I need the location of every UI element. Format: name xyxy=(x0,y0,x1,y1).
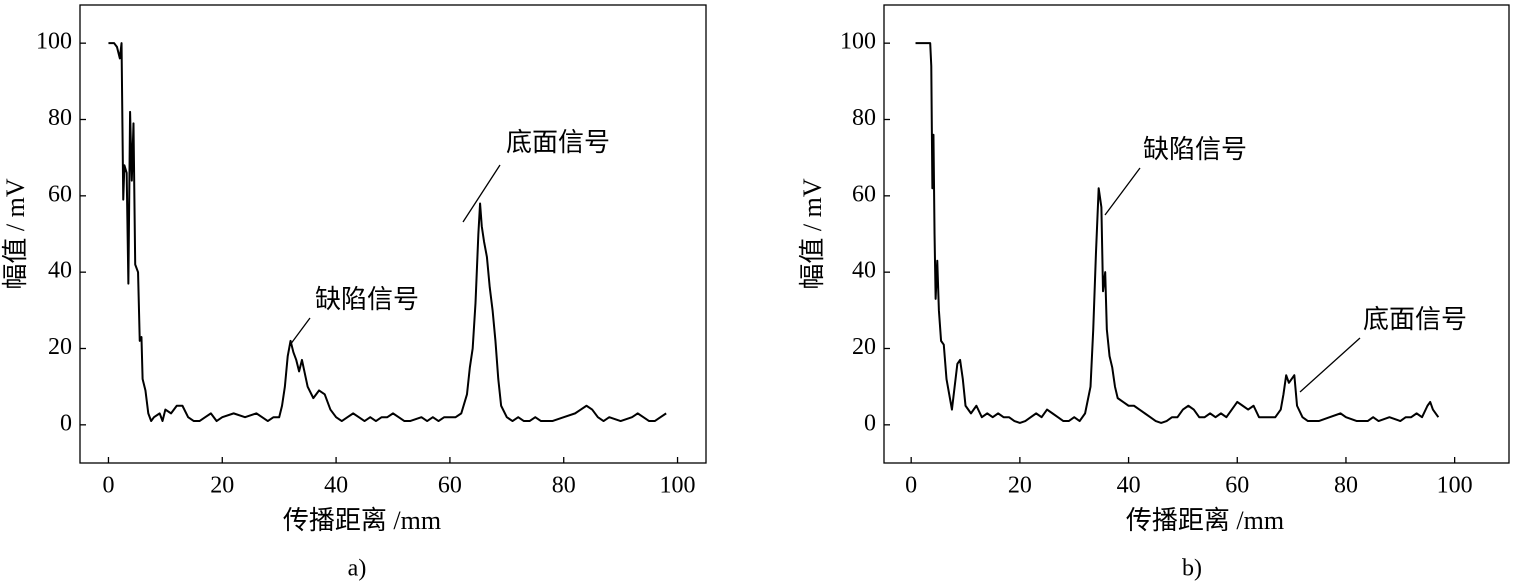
y-tick-label: 100 xyxy=(840,29,876,55)
x-tick-label: 80 xyxy=(552,473,576,499)
y-tick-label: 80 xyxy=(852,105,876,131)
x-tick-label: 40 xyxy=(1117,473,1141,499)
y-tick-label: 0 xyxy=(864,410,876,436)
x-tick-label: 20 xyxy=(1008,473,1032,499)
y-tick-label: 40 xyxy=(852,258,876,284)
plot-frame xyxy=(79,4,707,464)
data-line xyxy=(108,42,667,423)
annotation-leader xyxy=(289,317,311,346)
annotation-leader xyxy=(1299,337,1361,393)
x-tick-label: 60 xyxy=(1225,473,1249,499)
x-tick-label: 0 xyxy=(905,473,917,499)
y-axis-label: 幅值 / mV xyxy=(798,178,827,289)
x-tick-label: 100 xyxy=(660,473,696,499)
annotation: 缺陷信号 xyxy=(315,285,419,314)
y-tick-label: 0 xyxy=(60,410,72,436)
x-tick-label: 100 xyxy=(1437,473,1473,499)
y-tick-label: 80 xyxy=(48,105,72,131)
x-tick-label: 0 xyxy=(102,473,114,499)
x-tick-label: 40 xyxy=(324,473,348,499)
y-tick-label: 60 xyxy=(48,181,72,207)
plot-frame xyxy=(883,4,1510,464)
y-axis-label: 幅值 / mV xyxy=(1,178,30,289)
caption: b) xyxy=(1182,556,1202,582)
annotation: 底面信号 xyxy=(1363,305,1467,334)
y-tick-label: 100 xyxy=(36,29,72,55)
annotation-leader xyxy=(462,164,501,223)
annotation: 底面信号 xyxy=(506,128,610,157)
caption: a) xyxy=(348,556,367,582)
x-axis-label: 传播距离 /mm xyxy=(283,506,441,535)
y-tick-label: 60 xyxy=(852,181,876,207)
y-tick-label: 20 xyxy=(48,334,72,360)
x-tick-label: 20 xyxy=(210,473,234,499)
x-tick-label: 80 xyxy=(1334,473,1358,499)
y-tick-label: 20 xyxy=(852,334,876,360)
x-axis-label: 传播距离 /mm xyxy=(1126,506,1284,535)
annotation: 缺陷信号 xyxy=(1143,135,1247,164)
annotation-leader xyxy=(1104,167,1141,216)
y-tick-label: 40 xyxy=(48,258,72,284)
data-line xyxy=(915,42,1440,424)
x-tick-label: 60 xyxy=(438,473,462,499)
